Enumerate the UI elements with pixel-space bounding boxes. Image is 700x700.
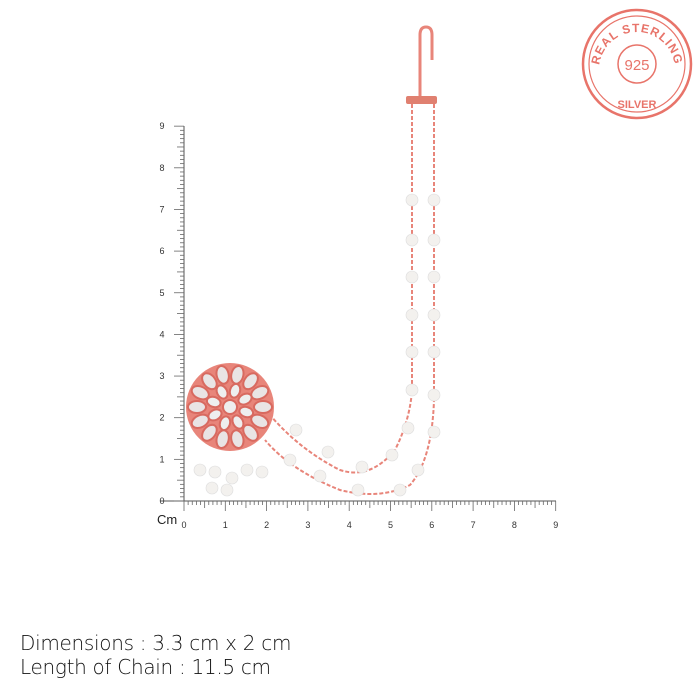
pearl <box>427 388 441 402</box>
y-tick-label: 7 <box>159 204 164 214</box>
pearl <box>393 483 407 497</box>
x-tick-label: 2 <box>264 520 269 530</box>
pearl <box>193 463 207 477</box>
pearl <box>427 425 441 439</box>
y-tick-label: 5 <box>159 288 164 298</box>
x-tick-label: 4 <box>347 520 352 530</box>
y-tick-label: 1 <box>159 454 164 464</box>
kundan-stone <box>230 429 245 450</box>
kundan-stone <box>201 423 218 442</box>
pearl <box>220 483 234 497</box>
kundan-stone <box>190 385 210 401</box>
kundan-stone <box>205 395 222 409</box>
kundan-stone <box>201 372 218 391</box>
x-tick-label: 7 <box>471 520 476 530</box>
kundan-stone <box>238 405 255 419</box>
y-tick-label: 4 <box>159 329 164 339</box>
outer-chain <box>264 104 435 495</box>
y-tick-label: 6 <box>159 246 164 256</box>
pearl <box>427 345 441 359</box>
hook <box>406 25 437 104</box>
chain-length-text: Length of Chain : 11.5 cm <box>20 655 271 679</box>
x-tick-label: 3 <box>305 520 310 530</box>
pearl <box>225 471 239 485</box>
pearl <box>405 308 419 322</box>
x-tick-label: 6 <box>429 520 434 530</box>
sterling-silver-seal: REAL STERLING 925 SILVER <box>581 8 693 120</box>
ruler-unit: Cm <box>157 512 178 527</box>
pearl <box>427 308 441 322</box>
pearl <box>321 445 335 459</box>
pearl <box>405 270 419 284</box>
measurement-ruler: 0 1 2 3 4 5 6 7 8 9 0 1 2 3 4 5 6 7 8 9 <box>159 121 558 530</box>
x-tick-label: 9 <box>553 520 558 530</box>
x-tick-label: 1 <box>223 520 228 530</box>
inner-chain <box>269 104 413 474</box>
pearl <box>411 463 425 477</box>
dimensions-text: Dimensions : 3.3 cm x 2 cm <box>20 631 292 655</box>
pearl <box>240 463 254 477</box>
kundan-flower <box>186 363 274 451</box>
y-tick-label: 0 <box>159 496 164 506</box>
y-tick-label: 2 <box>159 413 164 423</box>
pearl <box>427 193 441 207</box>
kundan-stone <box>242 423 259 442</box>
kundan-stone <box>231 414 245 430</box>
jewelry-product <box>186 25 441 497</box>
kundan-stone <box>237 392 253 406</box>
pearl <box>427 233 441 247</box>
pearl <box>208 465 222 479</box>
pearl <box>401 421 415 435</box>
kundan-stone <box>228 382 242 399</box>
pearl <box>405 233 419 247</box>
pearl <box>385 448 399 462</box>
pearl <box>289 423 303 437</box>
pearl <box>427 270 441 284</box>
pearl <box>283 453 297 467</box>
kundan-stone <box>207 408 223 422</box>
pearl <box>313 469 327 483</box>
kundan-stone <box>187 400 207 414</box>
kundan-stone <box>215 384 229 400</box>
pearl <box>205 481 219 495</box>
kundan-stone <box>250 413 270 429</box>
kundan-stone <box>218 415 232 432</box>
center-stone <box>222 399 238 415</box>
pearl <box>405 383 419 397</box>
pearl <box>255 465 269 479</box>
x-tick-label: 0 <box>181 520 186 530</box>
y-tick-label: 3 <box>159 371 164 381</box>
seal-bottom-text: SILVER <box>618 99 657 111</box>
x-tick-label: 8 <box>512 520 517 530</box>
y-tick-label: 8 <box>159 163 164 173</box>
x-tick-label: 5 <box>388 520 393 530</box>
y-tick-label: 9 <box>159 121 164 131</box>
pearl <box>405 345 419 359</box>
pearl <box>405 193 419 207</box>
pearl <box>351 483 365 497</box>
kundan-stone <box>242 372 259 391</box>
seal-center-text: 925 <box>624 57 649 74</box>
kundan-stone <box>215 364 230 385</box>
pearl <box>355 460 369 474</box>
kundan-stone <box>253 400 273 414</box>
